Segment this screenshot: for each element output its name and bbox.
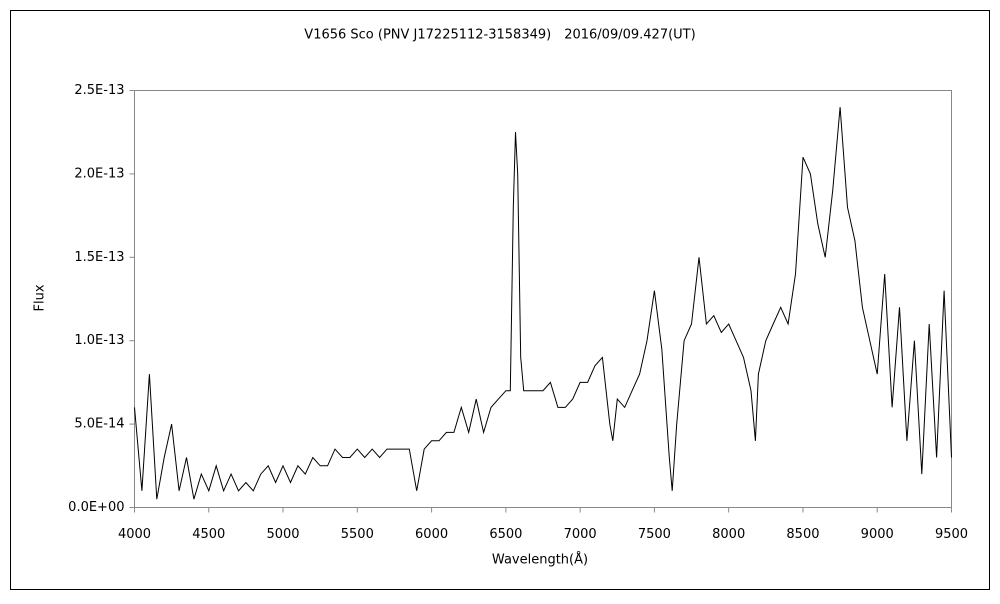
plot-frame	[134, 90, 952, 508]
x-tick-label: 7000	[564, 527, 597, 542]
y-tick-label: 5.0E-14	[74, 417, 124, 432]
x-tick-label: 9500	[935, 527, 968, 542]
x-tick-label: 4500	[192, 527, 225, 542]
x-tick-label: 8500	[786, 527, 819, 542]
x-tick-label: 6000	[415, 527, 448, 542]
y-tick-label: 2.5E-13	[74, 83, 124, 98]
chart-border	[10, 10, 990, 590]
y-axis-label: Flux	[33, 284, 48, 311]
chart-title: V1656 Sco (PNV J17225112-3158349) 2016/0…	[304, 28, 695, 43]
spectrum-line	[134, 107, 952, 500]
y-tick-label: 0.0E+00	[68, 500, 124, 515]
y-tick-label: 1.5E-13	[74, 250, 124, 265]
x-tick-label: 5000	[266, 527, 299, 542]
x-tick-label: 5500	[341, 527, 374, 542]
x-tick-label: 4000	[118, 527, 151, 542]
x-tick-label: 7500	[638, 527, 671, 542]
x-tick-label: 9000	[861, 527, 894, 542]
x-tick-label: 8000	[712, 527, 745, 542]
x-tick-label: 6500	[489, 527, 522, 542]
y-tick-label: 1.0E-13	[74, 333, 124, 348]
y-tick-label: 2.0E-13	[74, 166, 124, 181]
x-axis-label: Wavelength(Å)	[492, 552, 588, 568]
